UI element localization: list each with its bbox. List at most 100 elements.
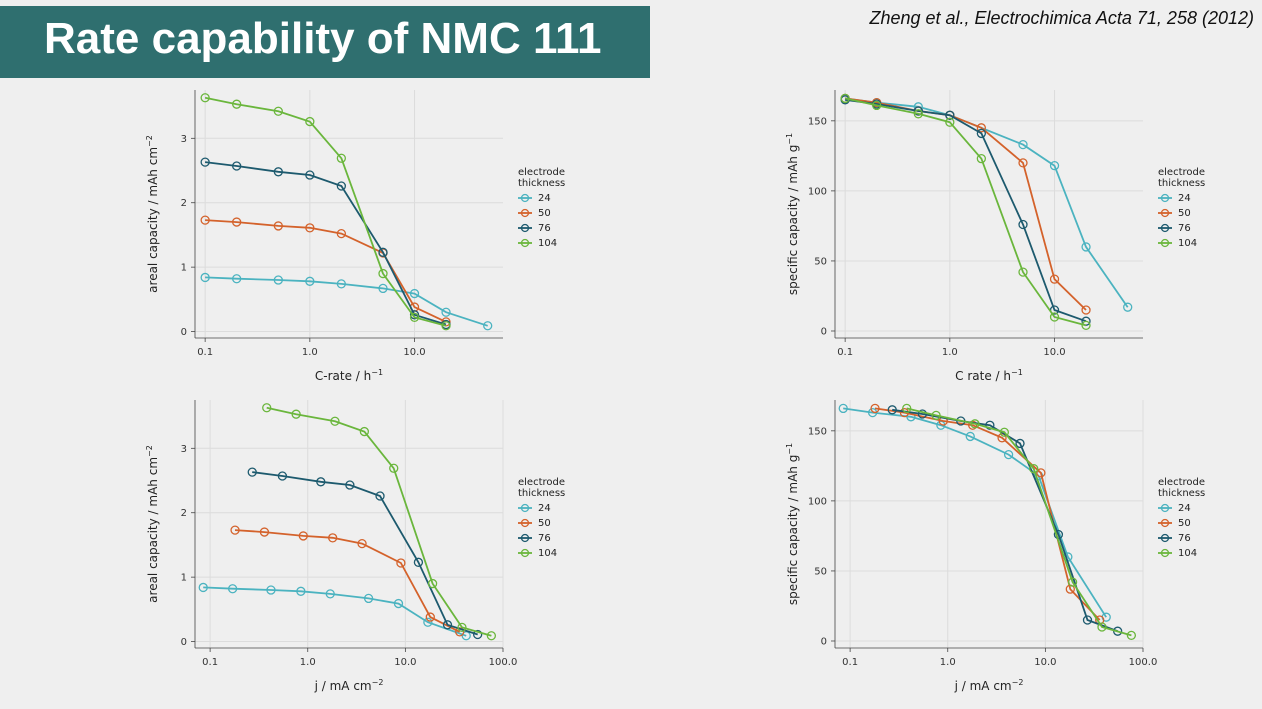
legend-swatch-marker [520, 193, 530, 203]
data-point-24 [363, 593, 374, 604]
y-axis-label: specific capacity / mAh g−1 [785, 133, 800, 295]
data-point-76 [273, 167, 283, 177]
x-tick-label: 0.1 [837, 347, 853, 358]
legend-title: thickness [1158, 178, 1205, 189]
data-point-50 [273, 221, 283, 231]
data-point-50 [997, 433, 1007, 443]
x-tick-label: 10.0 [1043, 347, 1065, 358]
data-point-24 [965, 431, 975, 442]
data-point-104 [1067, 577, 1078, 587]
data-point-76 [413, 557, 424, 567]
data-point-104 [378, 268, 388, 279]
data-point-24 [232, 274, 242, 284]
legend-swatch-marker [1160, 503, 1170, 513]
data-point-24 [296, 586, 306, 596]
legend-swatch-marker [1160, 533, 1170, 543]
data-point-104 [359, 426, 370, 437]
data-point-76 [1018, 219, 1028, 230]
series-line-24 [205, 276, 488, 327]
legend-swatch-marker [520, 533, 530, 543]
data-point-104 [262, 403, 272, 413]
data-point-24 [838, 403, 848, 414]
x-axis-label-superscript: −2 [1012, 678, 1024, 687]
data-point-50 [298, 531, 308, 541]
data-point-104 [1081, 320, 1091, 331]
y-tick-label: 2 [181, 508, 187, 519]
y-axis-label-superscript: −1 [785, 443, 794, 455]
chart-specific-capacity-vs-current-density: 0 50 100 150 0.1 1.0 10.0 100.0 j / mA cm−2 speci… [785, 400, 1205, 693]
series-line-104 [844, 97, 1087, 327]
legend-title: thickness [1158, 488, 1205, 499]
chart-areal-capacity-vs-current-density: 0 1 2 3 0.1 1.0 10.0 100.0 j / mA cm−2 areal capa… [145, 400, 565, 693]
data-point-50 [968, 420, 978, 430]
legend-swatch-marker [1160, 223, 1170, 233]
data-point-50 [976, 123, 987, 133]
data-point-24 [305, 276, 315, 286]
legend-label-24: 24 [538, 193, 551, 204]
legend-label-104: 104 [1178, 238, 1197, 249]
data-point-76 [887, 405, 897, 415]
series-line-24 [203, 586, 467, 637]
citation: Zheng et al., Electrochimica Acta 71, 25… [869, 8, 1254, 28]
data-point-24 [393, 598, 404, 609]
data-point-24 [409, 288, 420, 299]
data-point-104 [291, 409, 301, 419]
data-point-104 [976, 154, 987, 164]
data-point-50 [328, 533, 338, 543]
data-point-76 [945, 110, 955, 120]
y-axis-label-superscript: −1 [785, 133, 794, 145]
data-point-24 [1003, 449, 1014, 460]
data-point-104 [913, 109, 923, 119]
data-point-104 [486, 631, 497, 641]
data-point-104 [1018, 267, 1028, 277]
y-axis-label: areal capacity / mAh cm−2 [145, 135, 160, 293]
legend-label-50: 50 [538, 518, 551, 529]
legend-swatch-marker [520, 518, 530, 528]
data-point-76 [316, 477, 326, 487]
data-point-76 [277, 471, 288, 481]
data-point-24 [198, 582, 208, 593]
x-tick-label: 10.0 [403, 347, 425, 358]
data-point-104 [336, 153, 347, 163]
y-tick-label: 0 [821, 326, 827, 337]
data-point-104 [457, 622, 467, 633]
chart-specific-capacity-vs-c-rate: 0 50 100 150 0.1 1.0 10.0 C rate / h−1 specific … [785, 90, 1205, 383]
x-axis-label: C rate / h−1 [955, 368, 1023, 383]
data-point-50 [441, 317, 451, 327]
legend-label-104: 104 [538, 238, 557, 249]
legend-title: electrode [1158, 477, 1205, 488]
legend-label-76: 76 [538, 223, 551, 234]
data-point-24 [1081, 242, 1091, 252]
y-tick-label: 50 [814, 566, 827, 577]
data-point-50 [357, 538, 367, 549]
data-point-104 [200, 93, 210, 103]
legend-title: thickness [518, 488, 565, 499]
legend-title: electrode [1158, 167, 1205, 178]
x-axis-label: j / mA cm−2 [954, 678, 1024, 693]
data-point-50 [232, 217, 242, 227]
data-point-76 [985, 420, 995, 430]
series-line-50 [234, 529, 461, 633]
slide-title: Rate capability of NMC 111 [44, 14, 602, 63]
x-tick-label: 0.1 [197, 347, 213, 358]
data-point-104 [945, 117, 955, 127]
data-point-76 [305, 170, 315, 180]
data-point-76 [378, 247, 388, 257]
data-point-50 [305, 223, 315, 233]
x-axis-label: j / mA cm−2 [314, 678, 384, 693]
legend-title: thickness [518, 178, 565, 189]
legend-swatch-marker [520, 208, 530, 218]
legend-swatch-marker [1160, 193, 1170, 203]
data-point-50 [1036, 468, 1046, 478]
series-line-50 [874, 407, 1101, 621]
data-point-104 [1049, 312, 1060, 322]
data-point-104 [902, 403, 912, 414]
series-line-50 [205, 219, 447, 323]
data-point-104 [999, 427, 1010, 437]
data-point-104 [1097, 622, 1107, 632]
data-point-50 [259, 527, 270, 537]
data-point-104 [273, 106, 283, 116]
y-axis-label: areal capacity / mAh cm−2 [145, 445, 160, 603]
y-tick-label: 100 [808, 496, 827, 507]
data-point-104 [232, 99, 242, 109]
